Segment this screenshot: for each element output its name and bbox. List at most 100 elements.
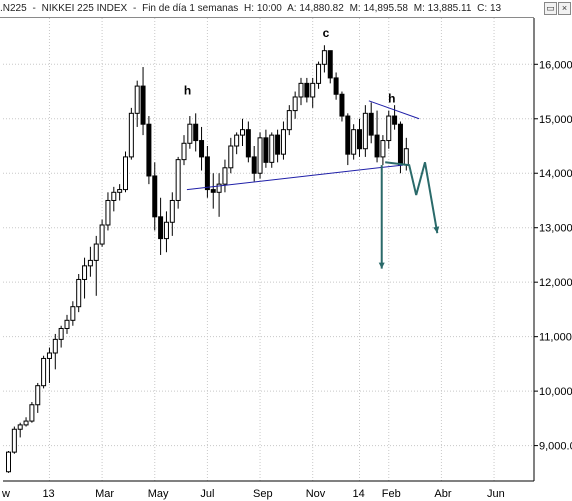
candle-body-up: [134, 85, 140, 114]
candle-body-up: [76, 278, 82, 308]
candle-body-up: [6, 451, 11, 473]
projection-arrow-head: [378, 262, 385, 269]
candle: [76, 274, 82, 313]
candle: [123, 151, 128, 193]
candle: [117, 184, 123, 201]
candle-body-up: [17, 424, 23, 430]
neckline: [186, 164, 403, 191]
candle: [351, 124, 357, 160]
gridlines: [3, 18, 534, 481]
candle-body-up: [111, 191, 117, 201]
candle: [292, 91, 298, 119]
candle: [181, 135, 187, 166]
candle: [286, 105, 292, 136]
candle-body-up: [380, 140, 386, 158]
candle-body-up: [280, 129, 286, 155]
x-tick-label: Sep: [253, 488, 273, 500]
candle-body-up: [234, 134, 240, 147]
candle: [99, 219, 105, 247]
candle: [64, 314, 70, 334]
pattern-annotation-label: h: [388, 91, 395, 105]
candle: [245, 121, 251, 163]
candle: [280, 121, 286, 160]
candle: [187, 116, 193, 149]
candle-body-down: [193, 123, 199, 142]
window-controls: ▭ ×: [534, 0, 572, 17]
candle: [392, 105, 398, 130]
mid-label: M: 14,895.58: [349, 3, 408, 14]
chart-header: .N225 - NIKKEI 225 INDEX - Fin de día 1 …: [0, 0, 534, 18]
candle-body-down: [327, 50, 333, 79]
candle-body-down: [204, 156, 210, 191]
candle: [234, 132, 240, 155]
candle: [321, 45, 327, 73]
x-tick-label: Nov: [306, 488, 326, 500]
x-tick-label: Abr: [434, 488, 451, 500]
separator: -: [32, 3, 36, 14]
x-tick-label: 14: [353, 488, 365, 500]
candle-body-up: [99, 224, 105, 245]
candle-body-up: [181, 142, 187, 161]
candle-body-down: [146, 123, 152, 177]
candle: [333, 72, 339, 100]
candle-body-down: [199, 140, 205, 158]
candle-body-down: [210, 189, 216, 193]
candle: [193, 113, 199, 152]
candle: [380, 135, 386, 166]
candle-body-up: [222, 167, 228, 185]
candle-body-down: [152, 175, 158, 218]
x-tick-label: May: [148, 488, 169, 500]
candle-body-down: [357, 129, 362, 150]
y-tick-label: 11,000.00: [539, 332, 572, 344]
candle-body-up: [46, 352, 52, 359]
candle-body-down: [251, 156, 257, 174]
candle: [327, 50, 333, 84]
candle: [87, 246, 93, 277]
separator: -: [132, 3, 137, 14]
candle-body-down: [304, 82, 310, 98]
candle: [128, 107, 134, 160]
candle: [310, 77, 316, 108]
candle-body-down: [397, 123, 403, 166]
candle-body-down: [275, 134, 281, 155]
candle-body-up: [35, 385, 41, 406]
candle-body-up: [117, 189, 123, 193]
candle: [339, 91, 345, 122]
pattern-annotation-label: c: [323, 26, 330, 40]
period-label: Fin de día 1 semanas: [142, 3, 239, 14]
candle: [368, 102, 374, 144]
close-icon[interactable]: ×: [558, 2, 571, 15]
candle: [41, 355, 47, 389]
projected-path-arrow-head: [433, 226, 440, 234]
candle: [386, 110, 392, 149]
candle: [93, 235, 99, 296]
ask-label: A: 14,880.82: [287, 3, 344, 14]
candle-body-down: [245, 129, 251, 158]
candle-body-up: [87, 259, 93, 267]
candle-body-up: [70, 306, 76, 321]
candle-body-up: [351, 129, 357, 155]
candle-body-up: [403, 148, 409, 166]
candle-body-up: [82, 265, 88, 280]
candle: [269, 132, 275, 168]
candle-body-up: [41, 357, 47, 387]
high-label: H: 10:00: [244, 3, 282, 14]
candle-body-down: [392, 115, 398, 125]
candle-body-up: [298, 82, 304, 98]
candle: [210, 173, 216, 209]
symbol-label: .N225: [0, 3, 27, 14]
candle-body-down: [339, 93, 345, 117]
candle-body-up: [286, 110, 292, 131]
restore-icon[interactable]: ▭: [544, 2, 557, 15]
candle: [11, 426, 17, 454]
candle-body-up: [11, 428, 17, 453]
candle: [374, 110, 380, 163]
candle-body-up: [316, 63, 322, 84]
candle: [163, 211, 169, 253]
candle: [263, 129, 269, 168]
candle: [316, 61, 322, 89]
candle: [29, 402, 35, 423]
candle: [251, 146, 257, 182]
candle: [175, 156, 181, 209]
candle-body-up: [23, 420, 29, 426]
